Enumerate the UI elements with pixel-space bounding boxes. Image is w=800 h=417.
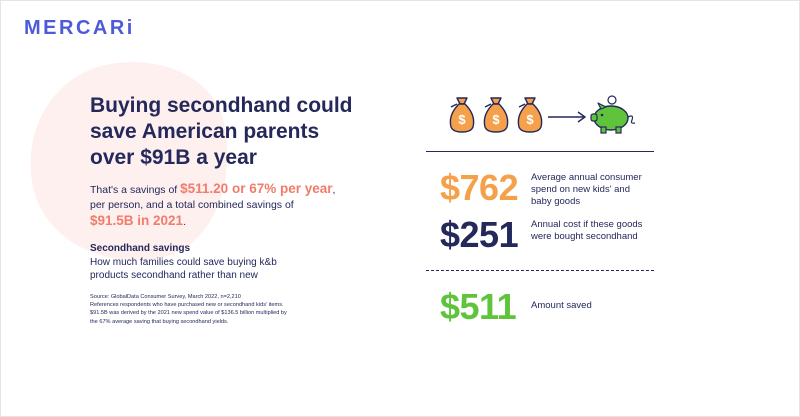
money-bag-icon: $ bbox=[517, 97, 543, 133]
money-bag-icon: $ bbox=[449, 97, 475, 133]
arrow-right-icon bbox=[548, 111, 587, 123]
source-line: the 67% average saving that buying secon… bbox=[90, 318, 229, 325]
savings-middle: , per person, and a total combined savin… bbox=[90, 184, 336, 211]
savings-text: That's a savings of $511.20 or 67% per y… bbox=[90, 181, 350, 230]
savings-highlight-total: $91.5B in 2021 bbox=[90, 213, 184, 228]
piggy-bank-icon bbox=[590, 95, 636, 134]
stat-amount-saved-label: Amount saved bbox=[531, 300, 592, 311]
svg-text:$: $ bbox=[458, 112, 466, 127]
section-description: How much families could save buying k&b … bbox=[90, 257, 277, 281]
stat-secondhand-cost-value: $251 bbox=[440, 214, 519, 255]
section-title: Secondhand savings bbox=[90, 243, 191, 254]
svg-text:$: $ bbox=[526, 112, 534, 127]
stat-amount-saved-value: $511 bbox=[440, 286, 517, 327]
source-line: References respondents who have purchase… bbox=[90, 302, 284, 309]
stat-secondhand-cost-label: Annual cost if these goods were bought s… bbox=[531, 219, 643, 242]
money-bag-icon: $ bbox=[483, 97, 509, 133]
savings-illustration: $ $ $ bbox=[446, 95, 646, 135]
source-note: Source: GlobalData Consumer Survey, Marc… bbox=[90, 293, 340, 326]
savings-highlight-per-person: $511.20 or 67% per year bbox=[180, 181, 333, 196]
divider-line bbox=[426, 151, 654, 152]
headline: Buying secondhand could save American pa… bbox=[90, 94, 353, 169]
mercari-logo: MERCARi bbox=[24, 17, 135, 39]
source-line: Source: GlobalData Consumer Survey, Marc… bbox=[90, 294, 241, 300]
svg-text:$: $ bbox=[492, 112, 500, 127]
savings-suffix: . bbox=[183, 216, 186, 228]
source-line: $91.5B was derived by the 2021 new spend… bbox=[90, 310, 287, 317]
savings-prefix: That's a savings of bbox=[90, 184, 181, 196]
stat-new-spend-label: Average annual consumer spend on new kid… bbox=[531, 172, 642, 207]
dashed-divider bbox=[426, 270, 654, 271]
stat-new-spend-value: $762 bbox=[440, 167, 519, 208]
